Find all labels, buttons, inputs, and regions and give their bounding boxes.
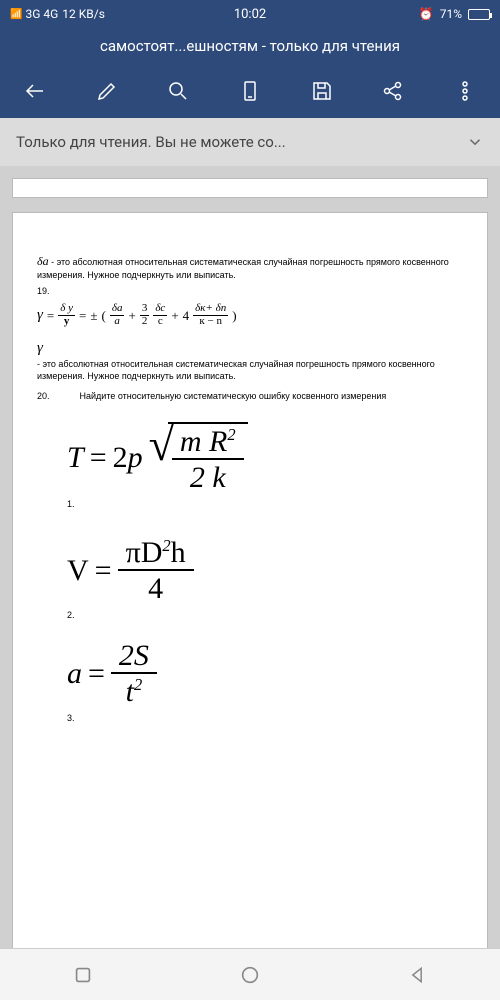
- readonly-text: Только для чтения. Вы не можете со...: [16, 133, 286, 151]
- formula-19: γ = δ yy = ± ( δaa + 32 δcc + 4 δк+ δnк …: [37, 303, 463, 327]
- formula-3-label: 3.: [67, 713, 463, 723]
- q20-text: Найдите относительную систематическую ош…: [80, 391, 387, 401]
- more-button[interactable]: [434, 64, 496, 118]
- document-page: δa - это абсолютная относительная систем…: [12, 212, 488, 948]
- back-nav-button[interactable]: [403, 961, 431, 989]
- signal-icon: 📶: [10, 9, 21, 20]
- paragraph-gamma: γ - это абсолютная относительная система…: [37, 338, 463, 383]
- battery-pct: 71%: [440, 7, 462, 21]
- edit-button[interactable]: [76, 64, 138, 118]
- system-nav-bar: [0, 948, 500, 1000]
- status-bar: 📶 3G 4G 12 KB/s 10:02 ⏰ 71%: [0, 0, 500, 28]
- gamma-symbol: γ: [37, 338, 463, 358]
- text2: - это абсолютная относительная системати…: [37, 359, 435, 381]
- alarm-icon: ⏰: [419, 7, 434, 21]
- previous-page-edge: [12, 178, 488, 198]
- document-title: самостоят...ешностям - только для чтения: [100, 37, 400, 55]
- delta-symbol: δa: [37, 254, 49, 268]
- signal-label: 3G 4G: [25, 7, 58, 21]
- share-button[interactable]: [362, 64, 424, 118]
- search-button[interactable]: [147, 64, 209, 118]
- save-button[interactable]: [291, 64, 353, 118]
- data-rate: 12 KB/s: [62, 7, 105, 21]
- formula-1-label: 1.: [67, 499, 463, 509]
- status-time: 10:02: [170, 7, 330, 22]
- formula-1: T = 2p √ m R2 2 k: [67, 422, 463, 493]
- chevron-down-icon: [466, 133, 484, 151]
- q20-label: 20.: [37, 390, 77, 402]
- document-viewport[interactable]: δa - это абсолютная относительная систем…: [0, 166, 500, 948]
- paragraph-delta: δa - это абсолютная относительная систем…: [37, 253, 463, 281]
- battery-icon: [468, 9, 490, 20]
- back-button[interactable]: [4, 64, 66, 118]
- readonly-info-bar[interactable]: Только для чтения. Вы не можете со...: [0, 118, 500, 166]
- toolbar: [0, 64, 500, 118]
- formula-2-label: 2.: [67, 610, 463, 620]
- home-button[interactable]: [236, 961, 264, 989]
- formula-2: V = πD2h 4: [67, 537, 463, 604]
- q20: 20. Найдите относительную систематическу…: [37, 390, 463, 402]
- mobile-view-button[interactable]: [219, 64, 281, 118]
- formula-3: a = 2S t2: [67, 640, 463, 707]
- text1: - это абсолютная относительная системати…: [37, 257, 449, 280]
- recent-apps-button[interactable]: [69, 961, 97, 989]
- title-bar: самостоят...ешностям - только для чтения: [0, 28, 500, 64]
- q19-label: 19.: [37, 285, 463, 297]
